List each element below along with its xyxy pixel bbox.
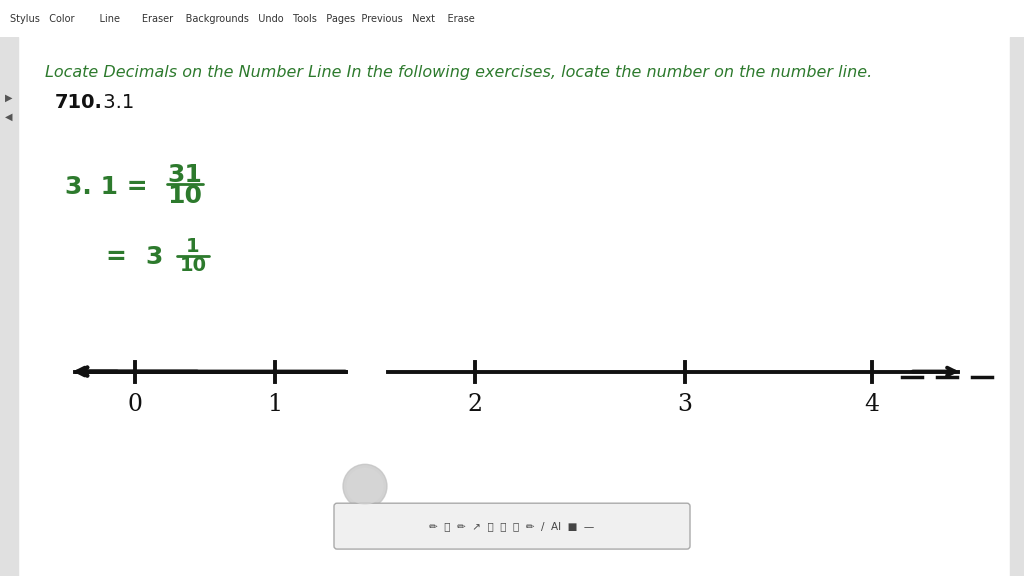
Text: 2: 2	[467, 393, 482, 416]
Text: 31: 31	[168, 163, 203, 187]
Text: 710.: 710.	[55, 93, 102, 112]
Text: 3: 3	[678, 393, 692, 416]
Text: 1: 1	[267, 393, 283, 416]
Text: 3: 3	[145, 245, 163, 269]
Text: ◀: ◀	[5, 112, 12, 122]
Text: 0: 0	[128, 393, 142, 416]
Text: Locate Decimals on the Number Line In the following exercises, locate the number: Locate Decimals on the Number Line In th…	[45, 65, 872, 80]
Text: 3. 1 =: 3. 1 =	[65, 175, 147, 199]
Circle shape	[343, 464, 387, 508]
Text: 1: 1	[186, 237, 200, 256]
Bar	[0, 37, 18, 576]
Text: ✏  🔴  ✏  ↗  ✋  🔍  🔍  ✏  /  AI  ■  —: ✏ 🔴 ✏ ↗ ✋ 🔍 🔍 ✏ / AI ■ —	[429, 521, 595, 531]
Circle shape	[347, 468, 383, 504]
FancyBboxPatch shape	[334, 503, 690, 549]
Text: 10: 10	[179, 256, 207, 275]
Text: 4: 4	[864, 393, 880, 416]
Bar	[1010, 37, 1024, 576]
Text: ▶: ▶	[5, 92, 12, 103]
Text: Stylus   Color        Line       Eraser    Backgrounds   Undo   Tools   Pages  P: Stylus Color Line Eraser Backgrounds Und…	[10, 14, 475, 24]
Text: 3.1: 3.1	[97, 93, 134, 112]
Text: 10: 10	[168, 184, 203, 208]
Text: =: =	[105, 245, 126, 269]
